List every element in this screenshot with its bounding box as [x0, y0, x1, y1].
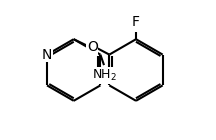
Text: NH$_2$: NH$_2$ — [92, 68, 116, 83]
Text: O: O — [87, 40, 98, 54]
Text: N: N — [42, 48, 52, 62]
Text: F: F — [132, 15, 140, 29]
